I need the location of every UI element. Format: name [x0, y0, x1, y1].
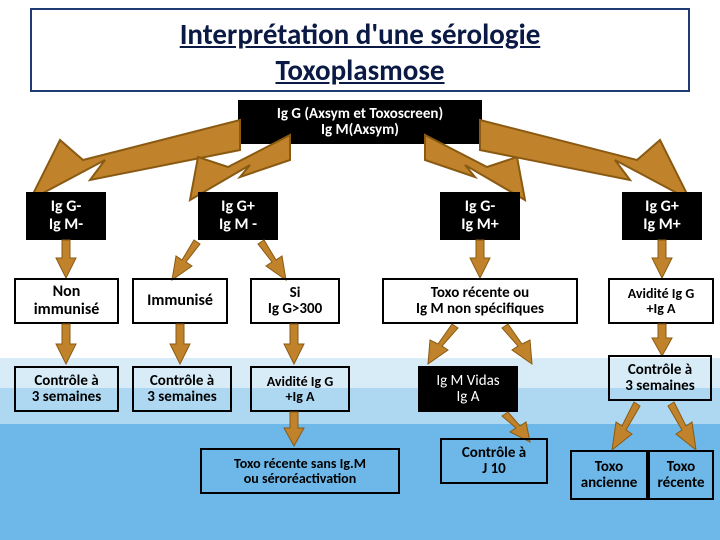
ctrl3-a: Contrôle à 3 semaines	[14, 366, 119, 412]
combo-4: Ig G+ Ig M+	[622, 192, 702, 240]
combo-2: Ig G+ Ig M -	[198, 192, 278, 240]
arr-b2	[170, 324, 190, 364]
arr-b4r	[498, 324, 532, 364]
arr-b3	[284, 324, 304, 364]
arrow-root-c4	[470, 120, 690, 200]
title-line1: Interprétation d'une sérologie	[36, 16, 684, 52]
arr-b1	[56, 324, 76, 364]
ctrl-j10: Contrôle à J 10	[440, 438, 548, 484]
root-l1: Ig G (Axsym et Toxoscreen)	[240, 106, 480, 123]
avid-mid: Avidité Ig G +Ig A	[250, 366, 350, 412]
toxo-recente-ou: Toxo récente ou Ig M non spécifiques	[382, 278, 578, 324]
arr-c2-r	[256, 240, 286, 280]
toxo-sans: Toxo récente sans Ig.M ou séroréactivati…	[200, 448, 400, 494]
arr-c2-l	[172, 240, 202, 280]
title-box: Interprétation d'une sérologie Toxoplasm…	[30, 8, 690, 92]
c2b: Ig M -	[200, 216, 276, 234]
immunise: Immunisé	[132, 278, 228, 324]
c3a: Ig G-	[442, 198, 518, 216]
c1b: Ig M-	[28, 216, 104, 234]
c1a: Ig G-	[28, 198, 104, 216]
arr-d3l	[612, 402, 642, 450]
si1: Si	[252, 285, 338, 302]
arr-d1	[284, 412, 304, 446]
avid-igg-iga-r: Avidité Ig G +Ig A	[608, 278, 714, 324]
igm-vidas: Ig M Vidas Ig A	[418, 366, 518, 412]
non-immunise: Non immunisé	[14, 278, 119, 324]
toxo-anc: Toxo ancienne	[570, 450, 648, 500]
c4a: Ig G+	[624, 198, 700, 216]
arr-b4l	[428, 324, 462, 364]
arr-b5	[652, 324, 672, 356]
arr-c4-d	[652, 240, 672, 278]
si-igg: Si Ig G>300	[250, 278, 340, 324]
arr-d3r	[666, 402, 696, 450]
arr-c1-d	[56, 240, 76, 278]
combo-3: Ig G- Ig M+	[440, 192, 520, 240]
ctrl3-b: Contrôle à 3 semaines	[132, 366, 232, 412]
c4b: Ig M+	[624, 216, 700, 234]
toxo-rec: Toxo récente	[648, 450, 714, 500]
si2: Ig G>300	[252, 301, 338, 318]
c3b: Ig M+	[442, 216, 518, 234]
arr-c3-d	[470, 240, 490, 278]
c2a: Ig G+	[200, 198, 276, 216]
ctrl3-c: Contrôle à 3 semaines	[608, 355, 712, 401]
title-line2: Toxoplasmose	[36, 52, 684, 88]
combo-1: Ig G- Ig M-	[26, 192, 106, 240]
